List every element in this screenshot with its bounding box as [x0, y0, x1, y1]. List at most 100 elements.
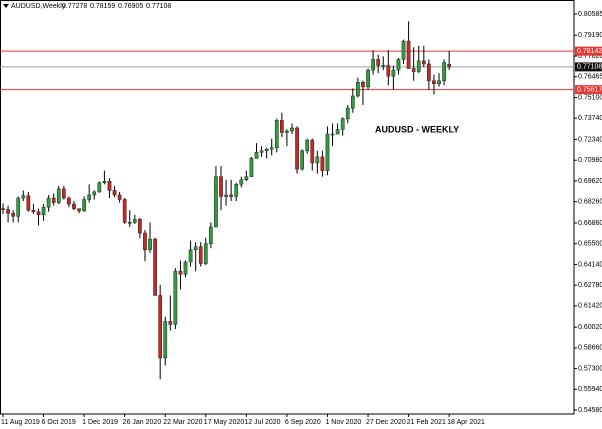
y-tick-label: 0.55940: [578, 386, 602, 393]
candle-body: [77, 208, 81, 212]
level-label: 0.78142: [577, 48, 602, 55]
candle-body: [335, 129, 340, 135]
y-tick-label: 0.68260: [578, 199, 602, 206]
x-tick-label: 1 Dec 2019: [82, 419, 118, 426]
candle-body: [280, 120, 284, 133]
candle-body: [209, 226, 213, 244]
candle-body: [97, 182, 102, 193]
candle-body: [391, 69, 396, 77]
candle-body: [87, 194, 92, 200]
candle-body: [16, 197, 21, 217]
candle-body: [82, 199, 86, 212]
header-value: 0.76905: [118, 3, 143, 10]
candle-body: [290, 127, 294, 132]
y-tick-label: 0.54580: [578, 407, 602, 414]
x-tick-label: 18 Apr 2021: [447, 419, 485, 426]
candle-body: [300, 150, 304, 170]
candle-body: [46, 197, 51, 208]
header-value: 0.77108: [146, 3, 171, 10]
candle-body: [345, 107, 350, 120]
candle-body: [1, 208, 5, 210]
x-tick-label: 22 Mar 2020: [163, 419, 202, 426]
x-tick-label: 12 Jul 2020: [244, 419, 280, 426]
level-box: [575, 46, 602, 56]
candle-body: [6, 209, 10, 214]
candle-body: [148, 238, 152, 251]
candle-body: [67, 197, 71, 205]
candle-body: [183, 261, 188, 275]
candle-body: [143, 232, 147, 251]
y-tick-label: 0.64140: [578, 261, 602, 268]
x-tick-label: 17 May 2020: [204, 419, 245, 426]
candle-body: [102, 181, 107, 184]
candle-body: [274, 120, 279, 148]
x-tick-label: 1 Nov 2020: [325, 419, 361, 426]
candle-body: [224, 194, 228, 197]
y-tick-label: 0.62780: [578, 282, 602, 289]
candle-body: [234, 184, 239, 197]
candle-body: [41, 206, 46, 216]
candle-body: [381, 65, 386, 67]
symbol: AUDUSD,Weekly: [11, 3, 66, 10]
candle-body: [396, 59, 401, 71]
candle-body: [56, 188, 61, 203]
candle-body: [158, 295, 163, 359]
candle-body: [72, 203, 76, 209]
y-tick-label: 0.80585: [578, 11, 602, 18]
candle-body: [168, 321, 173, 325]
candle-body: [214, 176, 218, 228]
annotation: AUDUSD - WEEKLY: [375, 124, 459, 134]
candle-body: [203, 243, 208, 264]
candle-body: [229, 194, 234, 197]
level-box: [575, 85, 602, 95]
candle-body: [305, 139, 310, 152]
candle-body: [31, 209, 36, 212]
candle-body: [127, 222, 132, 224]
y-tick-label: 0.58660: [578, 345, 602, 352]
x-tick-label: 6 Sep 2020: [285, 419, 321, 426]
candle-body: [315, 156, 320, 164]
candle-body: [259, 150, 264, 153]
candle-body: [401, 40, 406, 60]
candle-body: [320, 156, 325, 171]
candle-body: [310, 139, 315, 164]
candle-body: [437, 80, 441, 85]
header-value: 0.77278: [62, 3, 87, 10]
candle-body: [26, 195, 31, 211]
candle-body: [264, 149, 269, 152]
candle-body: [340, 118, 345, 130]
y-tick-label: 0.57300: [578, 365, 602, 372]
candle-body: [61, 188, 66, 199]
candle-body: [421, 60, 426, 65]
level-box: [575, 62, 602, 72]
candle-body: [132, 219, 137, 223]
candle-body: [416, 60, 421, 72]
candle-body: [254, 152, 259, 159]
candle-body: [432, 80, 436, 85]
candle-body: [122, 199, 127, 223]
candle-body: [173, 270, 178, 325]
candle-body: [371, 59, 375, 71]
candle-body: [447, 64, 452, 68]
candle-body: [361, 82, 365, 88]
candle-body: [325, 133, 330, 171]
y-tick-label: 0.61420: [578, 303, 602, 310]
candle-body: [112, 190, 117, 196]
y-tick-label: 0.70980: [578, 157, 602, 164]
candle-body: [21, 195, 26, 199]
candle-body: [406, 40, 411, 69]
header-value: 0.78159: [90, 3, 115, 10]
y-tick-label: 0.77820: [578, 53, 602, 60]
candle-body: [178, 270, 183, 275]
candle-body: [442, 62, 446, 81]
level-label: 0.75617: [577, 86, 602, 93]
x-tick-label: 11 Aug 2019: [1, 419, 40, 426]
candle-body: [11, 212, 15, 217]
candle-body: [386, 65, 391, 77]
candle-body: [330, 133, 335, 136]
candle-body: [153, 238, 157, 296]
x-tick-label: 26 Jan 2020: [123, 419, 162, 426]
